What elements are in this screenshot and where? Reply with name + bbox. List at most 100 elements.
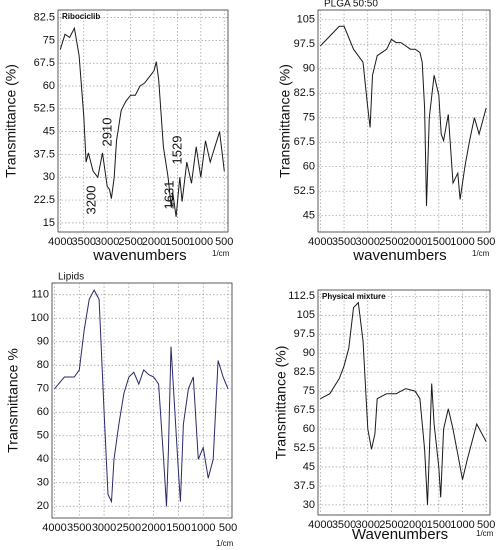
y-tick-label: 52.5 (294, 185, 315, 197)
y-tick-label: 50 (37, 430, 49, 442)
y-axis-label: Transmittance (%) (3, 64, 19, 178)
y-tick-label: 30 (43, 171, 55, 183)
peak-annotation: 2910 (99, 118, 114, 147)
x-tick-label: 3500 (332, 519, 356, 531)
y-tick-label: 75 (303, 112, 315, 124)
x-tick-label: 500 (215, 236, 233, 248)
y-tick-label: 37.5 (34, 148, 55, 160)
y-tick-label: 60 (43, 80, 55, 92)
x-tick-label: 1000 (450, 236, 474, 248)
chart-title: Ribociclib (62, 12, 100, 21)
plot-frame (51, 282, 233, 519)
x-tick-label: 3500 (72, 236, 96, 248)
x-axis-label: wavenumbers (352, 247, 446, 264)
y-tick-label: 37.5 (294, 480, 315, 492)
y-tick-label: 90 (303, 347, 315, 359)
x-tick-label: 3500 (67, 522, 91, 534)
y-tick-label: 30 (303, 499, 315, 511)
y-tick-label: 30 (37, 477, 49, 489)
y-tick-label: 60 (303, 161, 315, 173)
x-tick-label: 3000 (356, 519, 380, 531)
x-tick-label: 1500 (427, 519, 451, 531)
y-tick-label: 60 (303, 423, 315, 435)
spectrum-line (320, 301, 487, 505)
y-tick-label: 97.5 (294, 328, 315, 340)
y-tick-label: 100 (31, 312, 49, 324)
x-tick-label: 2500 (379, 236, 403, 248)
chart-title: PLGA 50:50 (324, 0, 378, 10)
x-axis-label: Wavenumbers (352, 526, 448, 543)
y-tick-label: 90 (37, 336, 49, 348)
x-tick-label: 1500 (166, 522, 190, 534)
y-tick-label: 15 (43, 217, 55, 229)
plot-frame (317, 289, 491, 516)
x-tick-label: 4000 (48, 236, 72, 248)
spectrum-line (320, 25, 487, 206)
x-axis-unit: 1/cm (212, 249, 230, 258)
x-tick-label: 1000 (450, 519, 474, 531)
x-axis-label: wavenumbers (92, 247, 186, 264)
spectrum-line (54, 289, 229, 507)
y-axis-label: Transmittance (%) (273, 346, 289, 460)
x-tick-label: 2000 (403, 236, 427, 248)
y-tick-label: 105 (297, 309, 315, 321)
y-tick-label: 75 (303, 385, 315, 397)
peak-annotation: 1529 (169, 136, 184, 165)
spectrum-line (59, 26, 225, 217)
x-axis-unit: 1/cm (472, 249, 490, 258)
x-tick-label: 3000 (92, 522, 116, 534)
peak-annotation: 3200 (83, 186, 98, 215)
plot-frame (57, 9, 229, 233)
x-tick-label: 500 (477, 236, 495, 248)
y-tick-label: 97.5 (294, 38, 315, 50)
y-tick-label: 75 (43, 34, 55, 46)
x-tick-label: 1000 (191, 522, 215, 534)
y-tick-label: 110 (31, 289, 49, 301)
y-tick-label: 20 (37, 500, 49, 512)
x-tick-label: 3500 (332, 236, 356, 248)
y-tick-label: 67.5 (294, 404, 315, 416)
y-tick-label: 82.5 (294, 366, 315, 378)
y-tick-label: 82.5 (294, 87, 315, 99)
peak-annotation: 1631 (161, 181, 176, 210)
y-tick-label: 82.5 (34, 12, 55, 24)
x-tick-label: 500 (477, 519, 495, 531)
x-tick-label: 2000 (141, 522, 165, 534)
y-tick-label: 45 (303, 210, 315, 222)
plot-frame (317, 9, 491, 233)
y-tick-label: 45 (303, 461, 315, 473)
x-tick-label: 2500 (117, 522, 141, 534)
y-tick-label: 67.5 (34, 57, 55, 69)
x-tick-label: 3000 (95, 236, 119, 248)
y-tick-label: 52.5 (294, 442, 315, 454)
x-tick-label: 2000 (403, 519, 427, 531)
x-tick-label: 500 (219, 522, 237, 534)
x-tick-label: 3000 (356, 236, 380, 248)
y-tick-label: 70 (37, 383, 49, 395)
x-tick-label: 4000 (308, 236, 332, 248)
y-tick-label: 112.5 (288, 290, 315, 302)
chart-title: Lipids (58, 272, 84, 283)
y-tick-label: 80 (37, 359, 49, 371)
x-tick-label: 1500 (427, 236, 451, 248)
x-tick-label: 1500 (165, 236, 189, 248)
y-axis-label: Transmittance (%) (277, 64, 293, 178)
x-tick-label: 2000 (142, 236, 166, 248)
y-tick-label: 60 (37, 406, 49, 418)
y-tick-label: 67.5 (294, 136, 315, 148)
x-tick-label: 4000 (308, 519, 332, 531)
chart-title: Physical mixture (322, 292, 386, 301)
y-tick-label: 40 (37, 453, 49, 465)
x-tick-label: 1000 (189, 236, 213, 248)
x-axis-unit: 1/cm (216, 539, 234, 548)
x-tick-label: 4000 (42, 522, 66, 534)
y-tick-label: 45 (43, 126, 55, 138)
x-tick-label: 2500 (379, 519, 403, 531)
x-tick-label: 2500 (118, 236, 142, 248)
x-axis-unit: 1/cm (476, 529, 494, 538)
y-tick-label: 22.5 (34, 194, 55, 206)
y-tick-label: 90 (303, 63, 315, 75)
y-tick-label: 52.5 (34, 103, 55, 115)
y-axis-label: Transmittance % (5, 348, 21, 453)
